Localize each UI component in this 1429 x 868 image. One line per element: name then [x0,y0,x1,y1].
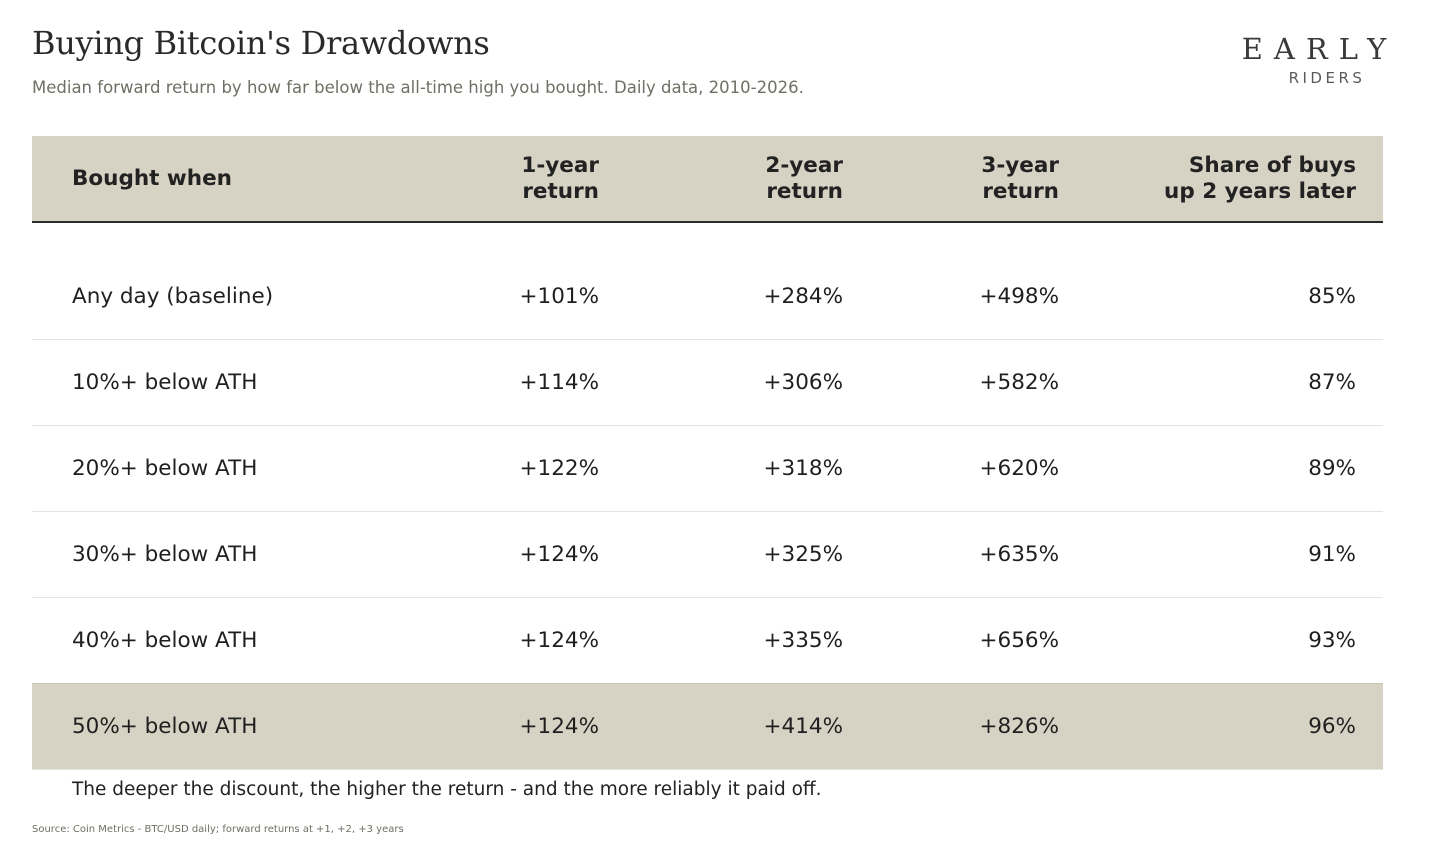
one-year-return-cell: +114% [519,370,599,395]
row-label: Any day (baseline) [72,284,274,309]
table-row: 30%+ below ATH +124% +325% +635% 91% [32,512,1383,598]
one-year-return-cell: +124% [519,628,599,653]
three-year-return-cell: +582% [979,370,1059,395]
table-row: 20%+ below ATH +122% +318% +620% 89% [32,426,1383,512]
table-row: 50%+ below ATH +124% +414% +826% 96% [32,683,1383,770]
three-year-return-cell: +656% [979,628,1059,653]
row-label: 30%+ below ATH [72,542,258,567]
returns-table: Bought when 1-year return 2-year return … [32,136,1383,770]
table-body: Any day (baseline) +101% +284% +498% 85% 10%+… [32,254,1383,770]
share-up-cell: 91% [1308,542,1356,567]
table-row: 40%+ below ATH +124% +335% +656% 93% [32,598,1383,683]
row-label: 40%+ below ATH [72,628,258,653]
page-subtitle: Median forward return by how far below t… [32,78,804,97]
two-year-return-cell: +284% [763,284,843,309]
table-row: 10%+ below ATH +114% +306% +582% 87% [32,340,1383,426]
three-year-return-cell: +635% [979,542,1059,567]
row-label: 20%+ below ATH [72,456,258,481]
two-year-return-cell: +318% [763,456,843,481]
header-2-year-return: 2-year return [765,152,843,204]
header-3-year-return: 3-year return [981,152,1059,204]
table-row: Any day (baseline) +101% +284% +498% 85% [32,254,1383,340]
logo-subtext: RIDERS [1288,69,1366,87]
three-year-return-cell: +498% [979,284,1059,309]
one-year-return-cell: +124% [519,714,599,739]
one-year-return-cell: +101% [519,284,599,309]
share-up-cell: 93% [1308,628,1356,653]
source-note: Source: Coin Metrics - BTC/USD daily; fo… [32,824,404,835]
header-1-year-return: 1-year return [521,152,599,204]
table-header: Bought when 1-year return 2-year return … [32,136,1383,223]
row-label: 50%+ below ATH [72,714,258,739]
table-spacer [32,223,1383,254]
two-year-return-cell: +325% [763,542,843,567]
early-riders-logo: EARLY RIDERS [1229,32,1399,87]
header-share-of-buys: Share of buys up 2 years later [1164,152,1356,204]
one-year-return-cell: +122% [519,456,599,481]
header-bought-when: Bought when [72,165,232,191]
share-up-cell: 96% [1308,714,1356,739]
takeaway-note: The deeper the discount, the higher the … [72,779,822,800]
page-title: Buying Bitcoin's Drawdowns [32,24,490,62]
share-up-cell: 89% [1308,456,1356,481]
logo-wordmark: EARLY [1241,32,1398,66]
two-year-return-cell: +414% [763,714,843,739]
share-up-cell: 87% [1308,370,1356,395]
two-year-return-cell: +306% [763,370,843,395]
three-year-return-cell: +620% [979,456,1059,481]
row-label: 10%+ below ATH [72,370,258,395]
three-year-return-cell: +826% [979,714,1059,739]
share-up-cell: 85% [1308,284,1356,309]
two-year-return-cell: +335% [763,628,843,653]
one-year-return-cell: +124% [519,542,599,567]
